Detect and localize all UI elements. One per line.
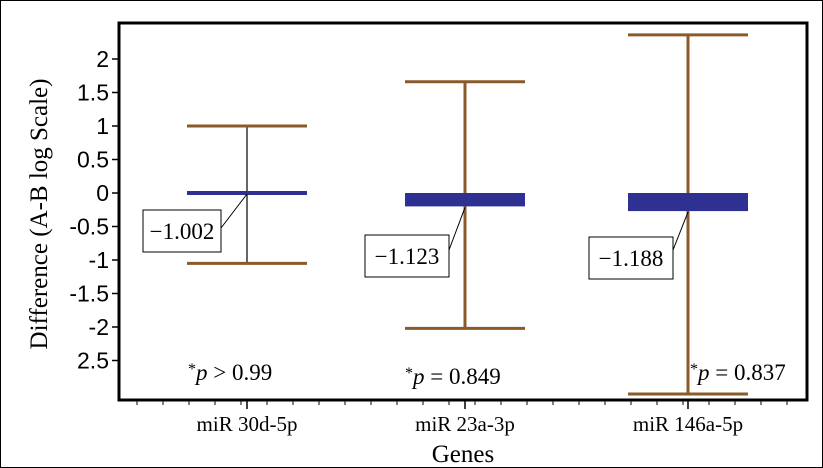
y-tick-label: -2 bbox=[89, 314, 109, 340]
y-tick-label: 0.5 bbox=[77, 147, 109, 173]
value-label-box bbox=[588, 236, 674, 280]
value-label: −1.002 bbox=[150, 219, 215, 244]
x-axis: miR 30d-5p miR 23a-3p miR 146a-5p bbox=[136, 400, 788, 436]
y-tick-label: 1 bbox=[96, 113, 109, 139]
value-label-box bbox=[364, 234, 450, 278]
y-tick-label: -1.5 bbox=[69, 281, 109, 307]
p-value-label: *p = 0.849 bbox=[405, 364, 501, 389]
label-leader bbox=[672, 211, 689, 251]
y-tick-label: 0 bbox=[96, 180, 109, 206]
label-leader bbox=[448, 207, 466, 251]
mean-bar bbox=[405, 193, 525, 207]
y-axis-title: Difference (A-B log Scale) bbox=[26, 79, 53, 350]
y-tick-label: 2 bbox=[96, 46, 109, 72]
value-label-box bbox=[142, 209, 222, 253]
value-label: −1.188 bbox=[599, 246, 664, 271]
x-tick-label: miR 30d-5p bbox=[197, 412, 298, 436]
x-tick-label: miR 146a-5p bbox=[633, 412, 743, 436]
y-axis: 2 1.5 1 0.5 0 -0.5 -1 -1.5 -2 2.5 bbox=[69, 46, 119, 374]
plot-area bbox=[117, 21, 809, 402]
x-axis-title: Genes bbox=[432, 441, 494, 468]
plot-marks: −1.002 *p > 0.99 −1.123 *p = 0.849 −1.188 *p … bbox=[142, 33, 786, 396]
label-leader bbox=[220, 193, 248, 229]
mean-bar bbox=[628, 193, 748, 212]
y-tick-label: 2.5 bbox=[77, 348, 109, 374]
y-tick-label: 1.5 bbox=[77, 80, 109, 106]
x-tick-label: miR 23a-3p bbox=[415, 412, 515, 436]
y-tick-label: -0.5 bbox=[69, 214, 109, 240]
p-value-label: *p > 0.99 bbox=[188, 360, 272, 385]
value-label: −1.123 bbox=[375, 244, 440, 269]
mean-bar bbox=[187, 191, 307, 195]
p-value-label: *p = 0.837 bbox=[690, 360, 786, 385]
y-tick-label: -1 bbox=[89, 247, 109, 273]
